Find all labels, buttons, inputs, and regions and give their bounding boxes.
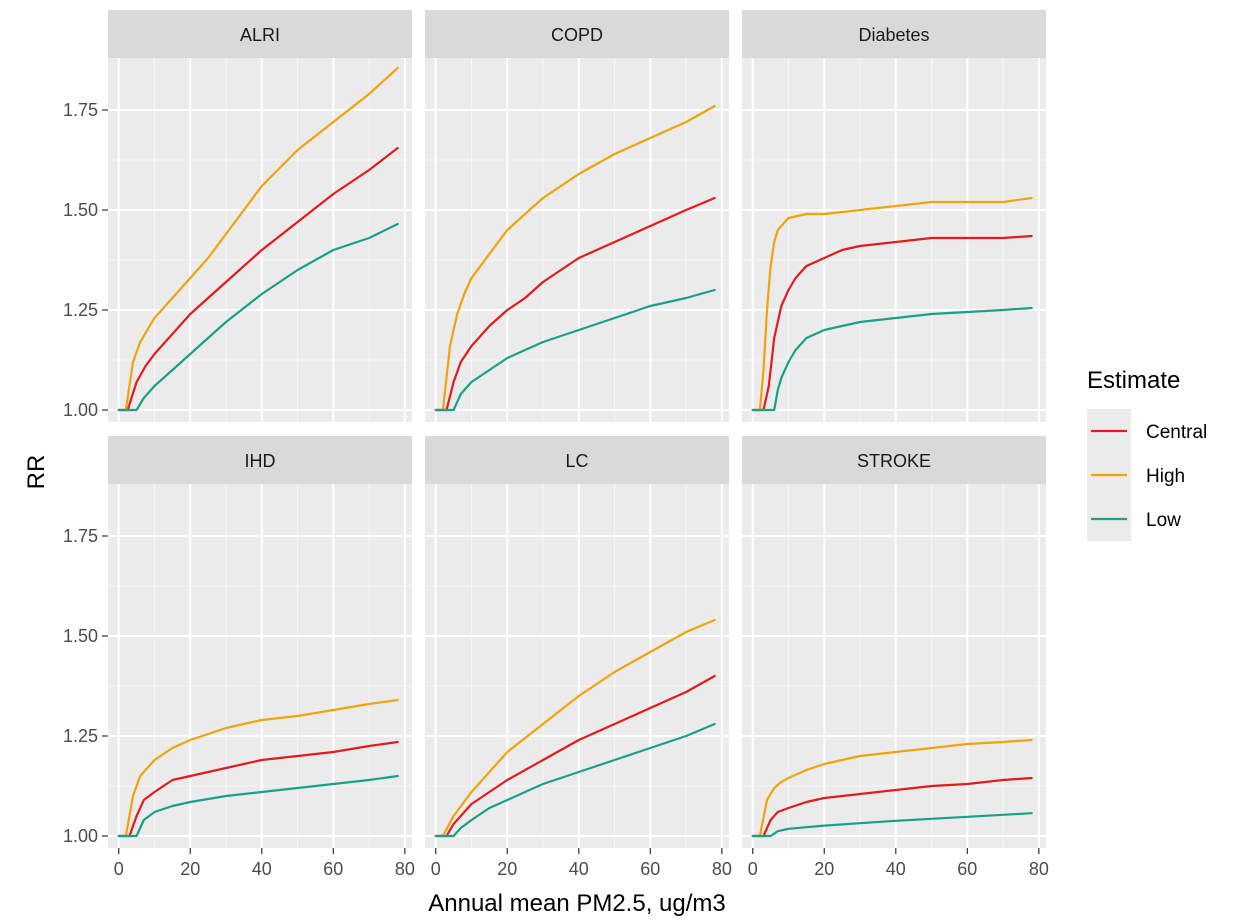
x-tick-label: 40 [252,859,272,879]
x-tick-label: 20 [814,859,834,879]
legend-title: Estimate [1087,367,1180,394]
x-tick-label: 0 [114,859,124,879]
x-tick-label: 0 [431,859,441,879]
series-line-high-diabetes [751,196,1033,412]
panel-lc: LC [425,436,729,848]
series-line-low-stroke [751,812,1033,838]
series-line-high-copd [434,104,716,412]
series-line-central-ihd [117,740,399,838]
legend: Estimate Central High Low [1087,367,1207,541]
series-line-high-ihd [117,698,399,838]
panel-background [425,58,729,422]
y-tick-label: 1.50 [63,626,98,646]
strip-diabetes [742,10,1046,58]
series-line-central-stroke [751,776,1033,838]
legend-label-low: Low [1146,510,1181,531]
x-tick-label: 0 [748,859,758,879]
y-tick-label: 1.25 [63,300,98,320]
series-line-low-copd [434,288,716,412]
x-tick-label: 80 [1029,859,1049,879]
series-line-low-diabetes [751,306,1033,412]
gridlines [742,484,1046,848]
x-axes: 0 20 40 60 80 0 20 40 60 80 0 20 40 60 80 [114,848,1049,879]
gridlines [742,58,1046,422]
series-line-central-alri [117,146,399,412]
strip-label-stroke: STROKE [857,451,931,471]
series-line-central-diabetes [751,234,1033,412]
panel-stroke: STROKE [742,436,1046,848]
series-line-low-ihd [117,774,399,838]
strip-label-diabetes: Diabetes [858,25,929,45]
strip-lc [425,436,729,484]
legend-item-high: High [1087,453,1185,497]
legend-item-central: Central [1087,409,1207,453]
gridlines [108,484,412,848]
strip-label-alri: ALRI [240,25,280,45]
series-line-central-lc [434,674,716,838]
x-tick-label: 40 [886,859,906,879]
legend-entries: Central High Low [1087,409,1207,541]
strip-label-ihd: IHD [245,451,276,471]
x-tick-label: 80 [395,859,415,879]
panel-background [108,484,412,848]
panel-copd: COPD [425,10,729,422]
gridlines [425,58,729,422]
panel-background [742,58,1046,422]
x-tick-label: 20 [497,859,517,879]
strip-alri [108,10,412,58]
strip-stroke [742,436,1046,484]
series-line-low-alri [117,222,399,412]
x-axis-title: Annual mean PM2.5, ug/m3 [428,890,726,917]
legend-label-central: Central [1146,422,1207,443]
y-tick-label: 1.75 [63,526,98,546]
panel-alri: ALRI [108,10,412,422]
facet-panels: ALRI COPD Diabetes IHD LC STROKE [108,10,1046,848]
gridlines [108,58,412,422]
y-axes: 1.00 1.25 1.50 1.75 1.00 1.25 1.50 1.75 [63,100,108,846]
y-tick-label: 1.00 [63,400,98,420]
strip-ihd [108,436,412,484]
strip-label-copd: COPD [551,25,603,45]
strip-copd [425,10,729,58]
series-line-central-copd [434,196,716,412]
legend-item-low: Low [1087,497,1181,541]
y-axis-title: RR [23,455,50,490]
gridlines [425,484,729,848]
x-tick-label: 60 [323,859,343,879]
x-tick-label: 20 [180,859,200,879]
x-tick-label: 60 [957,859,977,879]
series-line-low-lc [434,722,716,838]
panel-diabetes: Diabetes [742,10,1046,422]
y-tick-label: 1.25 [63,726,98,746]
strip-label-lc: LC [565,451,588,471]
x-tick-label: 40 [569,859,589,879]
legend-label-high: High [1146,466,1185,487]
y-tick-label: 1.50 [63,200,98,220]
series-line-high-alri [117,66,399,412]
panel-background [742,484,1046,848]
x-tick-label: 80 [712,859,732,879]
series-line-high-lc [434,618,716,838]
y-tick-label: 1.00 [63,826,98,846]
panel-ihd: IHD [108,436,412,848]
x-tick-label: 60 [640,859,660,879]
y-tick-label: 1.75 [63,100,98,120]
series-line-high-stroke [751,738,1033,838]
